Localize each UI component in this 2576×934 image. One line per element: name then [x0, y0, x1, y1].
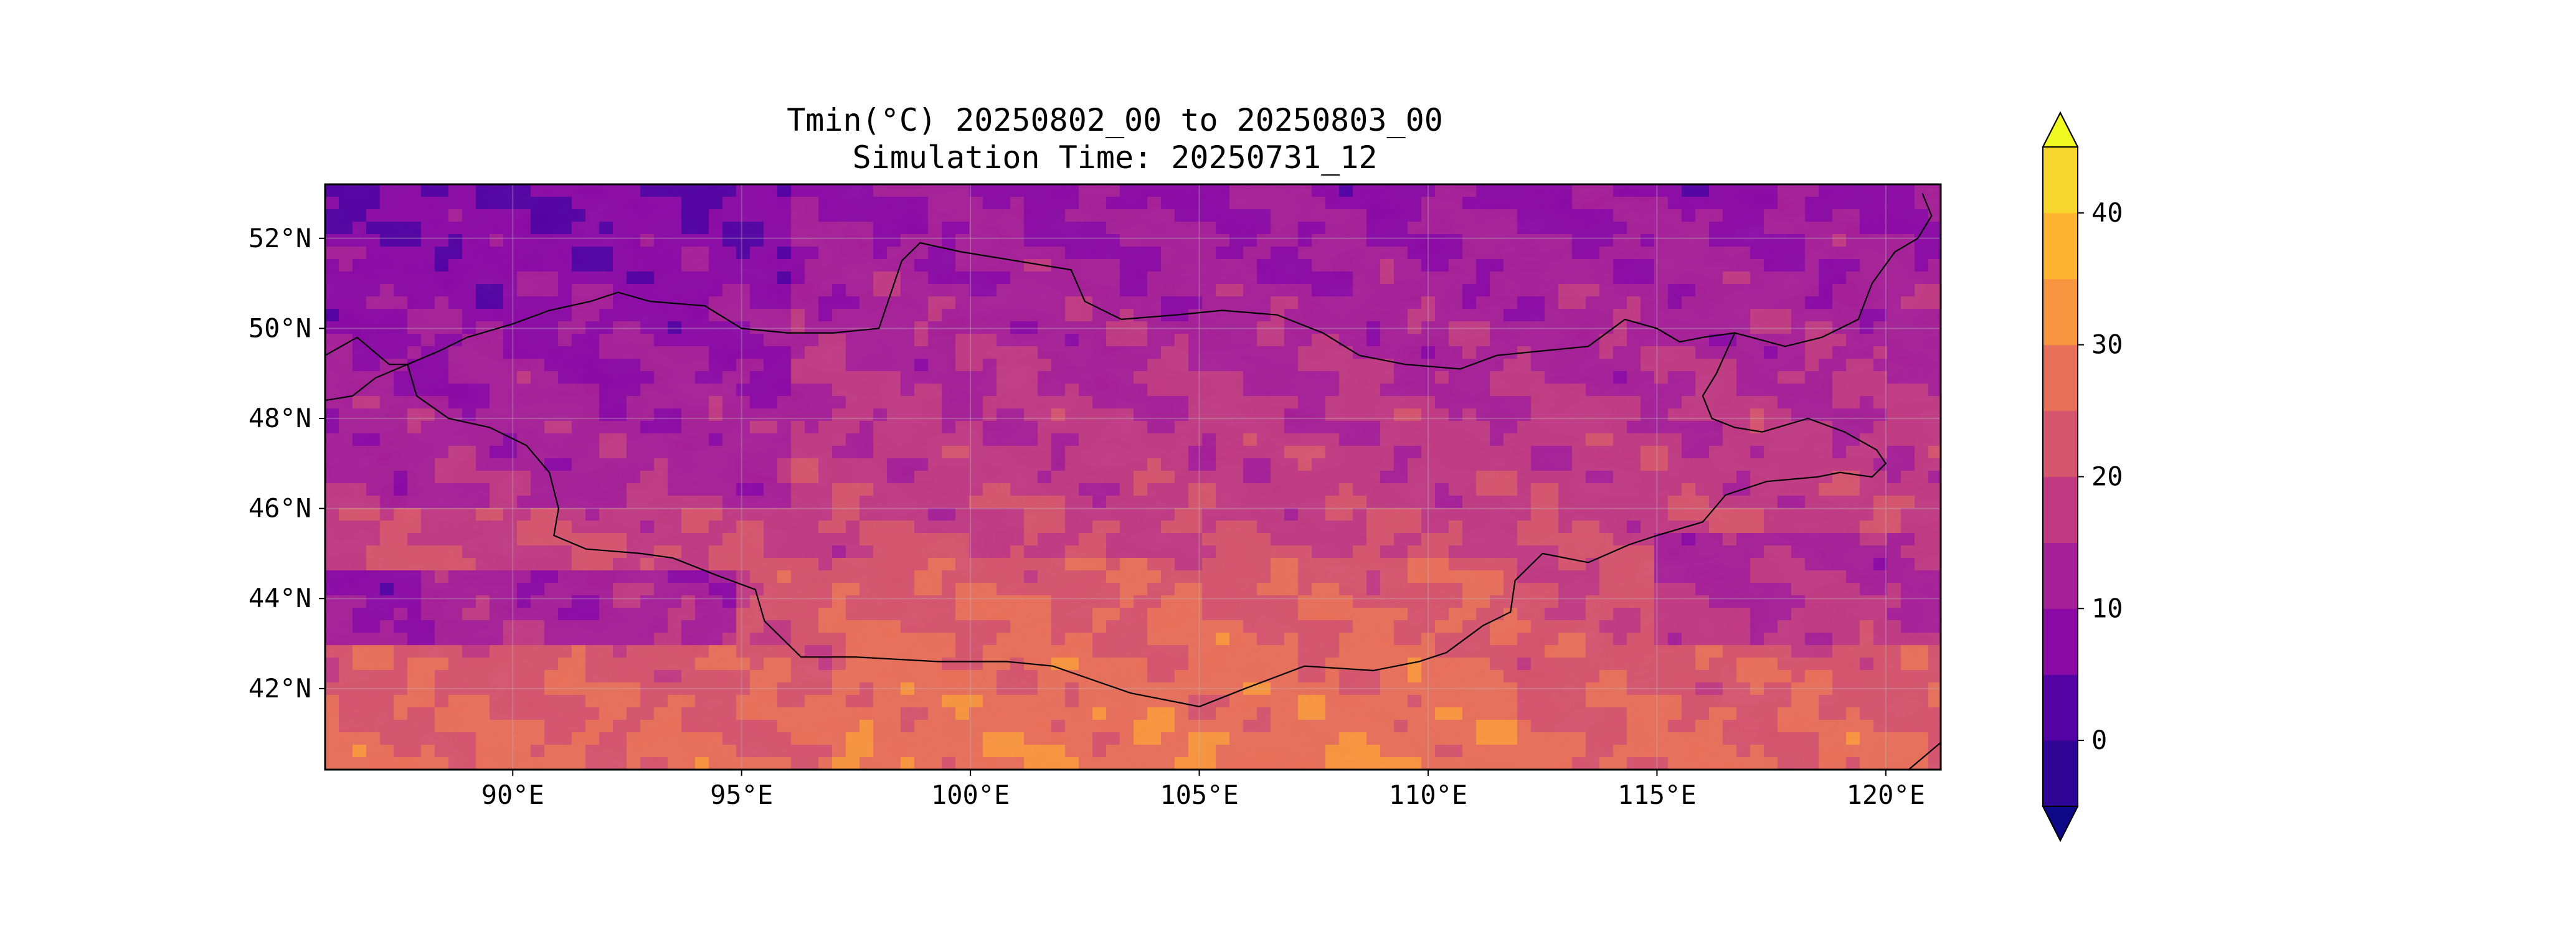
map-subtitle: Simulation Time: 20250731_12: [852, 139, 1378, 176]
map-title: Tmin(°C) 20250802_00 to 20250803_00: [787, 102, 1443, 138]
temperature-field: [325, 184, 1941, 770]
